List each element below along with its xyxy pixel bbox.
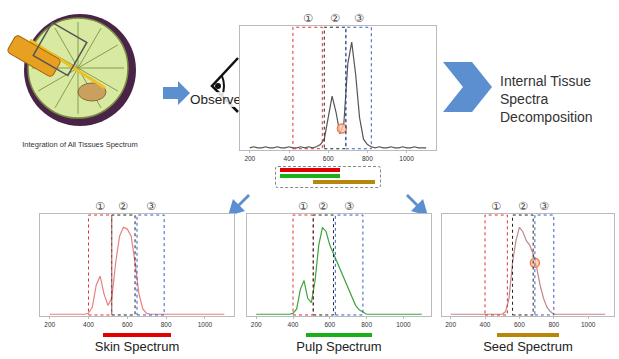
svg-text:③: ③ [354,12,364,24]
svg-text:②: ② [118,200,128,212]
svg-text:③: ③ [146,200,156,212]
svg-text:③: ③ [344,200,354,212]
html-text:Internal Tissue Spectra Decomp: Internal Tissue Spectra Decomposition [500,73,593,125]
svg-text:①: ① [298,200,308,212]
html-text:Pulp Spectrum: Pulp Spectrum [296,339,382,354]
svg-text:800: 800 [362,155,373,162]
svg-text:400: 400 [284,155,295,162]
svg-text:②: ② [518,200,528,212]
svg-text:1000: 1000 [581,321,596,328]
svg-text:1000: 1000 [396,321,411,328]
svg-text:400: 400 [83,321,94,328]
svg-text:400: 400 [288,321,299,328]
svg-text:1000: 1000 [198,321,213,328]
svg-text:200: 200 [251,321,262,328]
svg-text:600: 600 [323,155,334,162]
svg-text:③: ③ [539,200,549,212]
svg-text:400: 400 [480,321,491,328]
svg-text:200: 200 [44,321,55,328]
svg-text:800: 800 [161,321,172,328]
svg-text:①: ① [303,12,313,24]
svg-text:600: 600 [122,321,133,328]
svg-text:①: ① [95,200,105,212]
html-text:Skin Spectrum: Skin Spectrum [94,339,180,354]
svg-text:600: 600 [514,321,525,328]
svg-text:600: 600 [324,321,335,328]
svg-text:②: ② [318,200,328,212]
svg-text:800: 800 [361,321,372,328]
svg-text:1000: 1000 [399,155,414,162]
html-text:Integration of All Tissues Spe: Integration of All Tissues Spectrum [22,140,138,149]
html-text:Observed: Observed [190,92,249,107]
svg-text:200: 200 [244,155,255,162]
svg-text:②: ② [330,12,340,24]
svg-text:①: ① [491,200,501,212]
svg-text:200: 200 [445,321,456,328]
html-text:Seed Spectrum: Seed Spectrum [483,339,573,354]
svg-text:800: 800 [548,321,559,328]
